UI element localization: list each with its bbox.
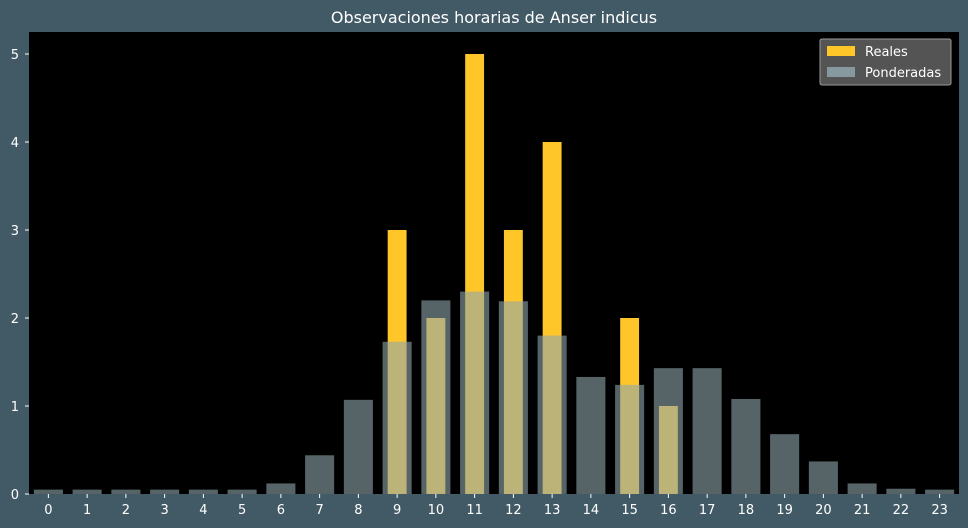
bar-ponderadas-11 (460, 291, 490, 494)
bar-ponderadas-13 (537, 335, 567, 494)
y-tick-label: 3 (11, 224, 19, 239)
x-tick-label: 0 (44, 503, 52, 518)
x-tick-label: 5 (238, 503, 246, 518)
plot-area (29, 32, 959, 494)
x-tick-label: 11 (466, 503, 483, 518)
x-tick-label: 18 (738, 503, 755, 518)
x-tick-label: 8 (354, 503, 362, 518)
x-tick-label: 1 (83, 503, 91, 518)
x-tick-label: 16 (660, 503, 677, 518)
x-tick-label: 15 (621, 503, 638, 518)
x-tick-label: 21 (854, 503, 871, 518)
bar-ponderadas-17 (692, 368, 722, 494)
bar-ponderadas-7 (305, 455, 335, 494)
chart-title: Observaciones horarias de Anser indicus (331, 8, 657, 27)
bar-ponderadas-9 (382, 341, 412, 494)
bar-ponderadas-1 (72, 489, 102, 494)
bar-ponderadas-19 (770, 434, 800, 494)
y-tick-label: 2 (11, 312, 19, 327)
x-tick-label: 4 (199, 503, 207, 518)
bar-ponderadas-10 (421, 300, 451, 494)
x-tick-label: 3 (160, 503, 168, 518)
bar-ponderadas-22 (886, 488, 916, 494)
bar-ponderadas-2 (111, 489, 141, 494)
bar-ponderadas-15 (615, 384, 645, 494)
x-tick-label: 10 (428, 503, 445, 518)
x-tick-label: 23 (931, 503, 948, 518)
legend-swatch-reales (827, 46, 855, 56)
bar-ponderadas-6 (266, 483, 296, 494)
x-tick-label: 13 (544, 503, 561, 518)
x-tick-label: 2 (122, 503, 130, 518)
x-tick-label: 12 (505, 503, 522, 518)
legend-label-reales: Reales (865, 45, 908, 60)
bar-ponderadas-4 (188, 489, 218, 494)
bar-ponderadas-20 (808, 461, 838, 494)
y-tick-label: 4 (11, 136, 19, 151)
x-tick-label: 17 (699, 503, 716, 518)
legend-label-ponderadas: Ponderadas (865, 66, 941, 81)
bar-ponderadas-18 (731, 398, 761, 494)
x-tick-label: 14 (583, 503, 600, 518)
x-tick-label: 7 (315, 503, 323, 518)
x-tick-label: 6 (277, 503, 285, 518)
legend-swatch-ponderadas (827, 67, 855, 77)
x-tick-label: 22 (893, 503, 910, 518)
y-tick-label: 1 (11, 400, 19, 415)
bar-ponderadas-12 (498, 301, 528, 494)
bar-ponderadas-5 (227, 489, 257, 494)
bar-ponderadas-14 (576, 376, 606, 494)
y-tick-label: 0 (11, 488, 19, 503)
y-tick-label: 5 (11, 48, 19, 63)
bar-ponderadas-23 (925, 489, 955, 494)
bar-ponderadas-8 (343, 399, 373, 494)
legend: Reales Ponderadas (819, 38, 952, 86)
x-tick-label: 20 (815, 503, 832, 518)
x-tick-label: 19 (776, 503, 793, 518)
bar-ponderadas-0 (33, 489, 63, 494)
bar-ponderadas-21 (847, 483, 877, 494)
y-axis: 0 1 2 3 4 5 (11, 48, 29, 503)
x-tick-label: 9 (393, 503, 401, 518)
x-axis: 0 1 2 3 4 5 6 7 8 9 10 11 12 13 14 15 16 17 18 19 20 21 22 23 (44, 494, 948, 518)
series-ponderadas (33, 291, 955, 494)
bar-ponderadas-3 (150, 489, 180, 494)
bar-ponderadas-16 (653, 368, 683, 494)
